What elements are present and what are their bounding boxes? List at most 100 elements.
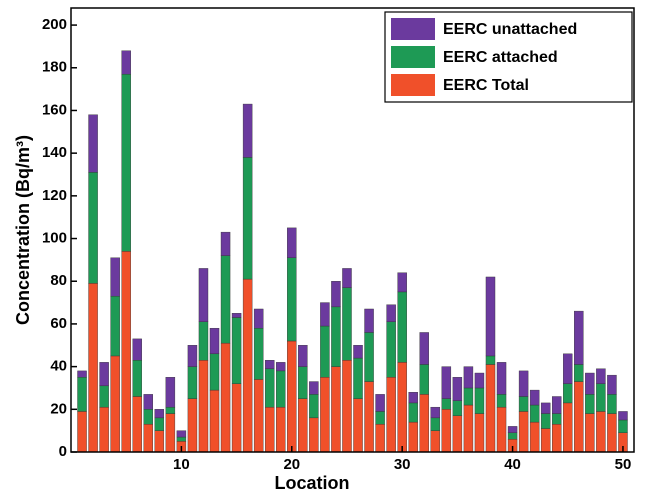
- bar-segment: [99, 406, 109, 453]
- x-axis-label: Location: [275, 473, 350, 493]
- bar-segment: [287, 227, 297, 258]
- bar-segment: [88, 172, 98, 284]
- bar-segment: [143, 424, 154, 453]
- y-tick-label: 200: [42, 16, 67, 33]
- bar-segment: [88, 283, 98, 453]
- bar-segment: [540, 428, 551, 453]
- bar-segment: [375, 394, 385, 412]
- bar-segment: [132, 396, 142, 453]
- bar-segment: [99, 362, 109, 387]
- bar-segment: [143, 409, 154, 425]
- bar-segment: [88, 114, 98, 173]
- bar-segment: [77, 411, 87, 453]
- bar-segment: [529, 389, 540, 406]
- legend-label: EERC unattached: [443, 21, 577, 38]
- bar-segment: [353, 398, 363, 453]
- legend-swatch: [391, 46, 435, 68]
- y-tick-label: 20: [50, 400, 67, 417]
- bar-segment: [364, 308, 374, 333]
- bar-segment: [121, 251, 131, 453]
- bar-segment: [209, 353, 220, 391]
- bar-segment: [187, 366, 198, 399]
- bar-segment: [331, 281, 341, 308]
- bar-segment: [585, 394, 595, 414]
- x-tick-label: 20: [283, 456, 300, 473]
- bar-segment: [242, 278, 253, 453]
- bar-segment: [187, 398, 198, 453]
- y-axis-label: Concentration (Bq/m³): [13, 135, 33, 325]
- bar-segment: [287, 257, 297, 342]
- bar-segment: [110, 355, 120, 453]
- bar-segment: [563, 353, 573, 384]
- bar-segment: [220, 231, 231, 256]
- x-tick-label: 50: [615, 456, 632, 473]
- bar-segment: [242, 103, 253, 158]
- bar-segment: [264, 360, 275, 369]
- bar-segment: [231, 313, 242, 318]
- bar-segment: [419, 364, 429, 395]
- bar-segment: [209, 327, 220, 355]
- bar-segment: [607, 394, 617, 414]
- bar-segment: [474, 372, 485, 389]
- bar-segment: [320, 325, 330, 378]
- y-tick-label: 120: [42, 187, 67, 204]
- bar-segment: [441, 409, 452, 453]
- y-tick-label: 140: [42, 144, 67, 161]
- bar-segment: [574, 364, 584, 382]
- bar-segment: [198, 268, 209, 322]
- bar-segment: [253, 308, 264, 329]
- bar-segment: [176, 430, 187, 438]
- legend-swatch: [391, 74, 435, 96]
- bar-segment: [187, 345, 198, 367]
- bar-segment: [618, 411, 628, 421]
- legend-label: EERC attached: [443, 49, 558, 66]
- bar-segment: [309, 417, 319, 453]
- bar-segment: [397, 272, 407, 293]
- bar-segment: [419, 332, 429, 365]
- bar-segment: [298, 366, 308, 399]
- bar-segment: [342, 268, 352, 288]
- legend-label: EERC Total: [443, 77, 529, 94]
- bar-segment: [441, 398, 452, 410]
- bar-segment: [154, 430, 165, 453]
- bar-segment: [253, 379, 264, 453]
- bar-segment: [342, 360, 352, 453]
- bar-segment: [264, 368, 275, 408]
- bar-segment: [198, 321, 209, 361]
- y-tick-label: 40: [50, 358, 67, 375]
- bar-segment: [176, 436, 187, 442]
- bar-segment: [397, 291, 407, 363]
- bar-segment: [298, 398, 308, 453]
- bar-segment: [408, 392, 418, 404]
- bar-segment: [231, 383, 242, 453]
- y-tick-label: 180: [42, 59, 67, 76]
- bar-segment: [419, 394, 429, 453]
- bar-segment: [474, 413, 485, 453]
- x-tick-label: 10: [173, 456, 190, 473]
- bar-segment: [540, 413, 551, 429]
- bar-segment: [309, 394, 319, 419]
- bar-segment: [276, 362, 286, 372]
- bar-segment: [551, 413, 562, 425]
- bar-segment: [264, 406, 275, 453]
- bar-segment: [518, 396, 529, 412]
- bar-segment: [353, 345, 363, 359]
- bar-segment: [220, 342, 231, 453]
- bar-segment: [474, 387, 485, 414]
- bar-segment: [242, 157, 253, 280]
- bar-segment: [408, 402, 418, 423]
- bar-segment: [607, 374, 617, 395]
- bar-segment: [121, 50, 131, 75]
- y-tick-label: 160: [42, 101, 67, 118]
- bar-segment: [276, 370, 286, 408]
- bar-segment: [563, 402, 573, 453]
- bar-segment: [463, 366, 474, 389]
- bar-segment: [430, 406, 441, 419]
- bar-segment: [209, 389, 220, 453]
- bar-segment: [253, 327, 264, 380]
- bar-segment: [165, 406, 176, 414]
- bar-segment: [551, 396, 562, 414]
- bar-segment: [596, 383, 606, 412]
- bar-segment: [364, 381, 374, 453]
